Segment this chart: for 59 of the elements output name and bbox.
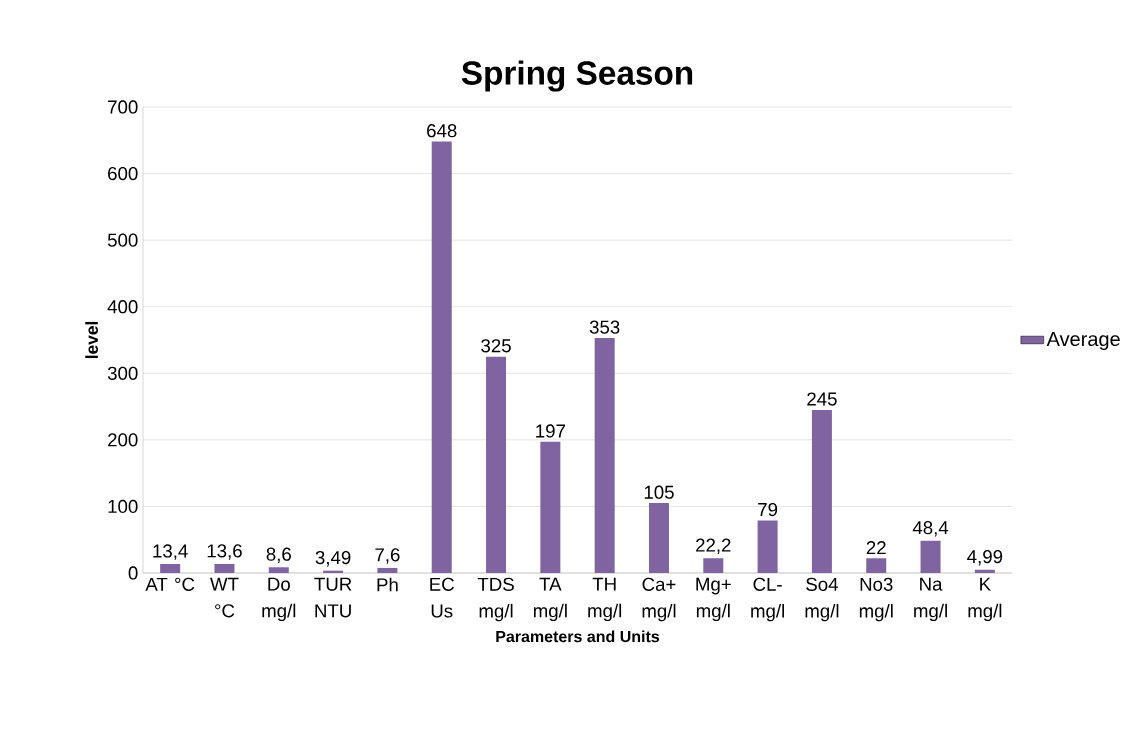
x-tick-label: CL- mg/l — [751, 577, 784, 622]
data-label: 13,6 — [207, 544, 242, 560]
data-label: 79 — [758, 502, 778, 517]
x-tick-label: Ph — [377, 577, 398, 592]
data-label: 4,99 — [967, 549, 1003, 566]
data-label: 7,6 — [375, 548, 400, 564]
data-label: 22 — [866, 541, 886, 555]
bar — [486, 356, 507, 573]
y-tick-label: 600 — [108, 166, 138, 181]
y-tick-label: 700 — [108, 100, 138, 114]
bar — [648, 503, 669, 573]
bar — [920, 540, 941, 573]
bar — [268, 567, 289, 573]
x-tick-label: WT °C — [210, 577, 239, 618]
x-tick-label: Mg+ mg/l — [696, 577, 731, 622]
data-label: 245 — [807, 392, 837, 406]
data-label: 48,4 — [912, 521, 949, 537]
x-tick-label: TDS mg/l — [477, 577, 514, 622]
data-label: 105 — [644, 485, 674, 499]
y-tick-label: 0 — [128, 566, 138, 580]
x-tick-label: No3 mg/l — [859, 577, 893, 622]
x-axis-title: Parameters and Units — [496, 630, 660, 643]
x-tick-label: TH mg/l — [588, 577, 622, 622]
data-label: 325 — [481, 339, 511, 353]
bar — [974, 569, 995, 573]
x-tick-label: K mg/l — [968, 577, 1002, 622]
x-tick-label: AT °C — [145, 577, 195, 591]
legend-label: Average — [1046, 332, 1120, 351]
x-tick-label: TA mg/l — [533, 577, 567, 622]
bar — [703, 558, 724, 573]
chart-title: Spring Season — [461, 60, 693, 92]
bar — [594, 338, 615, 573]
x-tick-label: Ca+ mg/l — [642, 577, 676, 622]
bar — [540, 441, 561, 573]
bar — [866, 558, 887, 573]
y-tick-label: 100 — [108, 499, 138, 514]
y-tick-label: 500 — [107, 233, 138, 247]
data-label: 8,6 — [266, 547, 291, 563]
x-tick-label: EC Us — [430, 577, 454, 618]
bar — [214, 563, 235, 573]
data-label: 22,2 — [696, 538, 731, 554]
data-label: 648 — [427, 124, 457, 138]
data-label: 353 — [589, 320, 620, 334]
x-tick-label: Na mg/l — [914, 577, 947, 622]
y-tick-label: 300 — [107, 366, 138, 380]
x-tick-label: So4 mg/l — [805, 577, 839, 622]
bar — [431, 141, 452, 573]
y-tick-label: 200 — [108, 433, 138, 447]
y-tick-label: 400 — [107, 300, 138, 314]
bar — [811, 409, 832, 573]
bar — [757, 520, 778, 573]
bar — [377, 567, 398, 573]
y-axis-title: level — [85, 321, 98, 359]
data-label: 197 — [536, 424, 565, 438]
data-label: 3,49 — [315, 550, 351, 567]
data-label: 13,4 — [153, 544, 188, 560]
x-tick-label: TUR NTU — [314, 577, 352, 618]
bar — [160, 564, 181, 573]
x-tick-label: Do mg/l — [262, 577, 296, 622]
